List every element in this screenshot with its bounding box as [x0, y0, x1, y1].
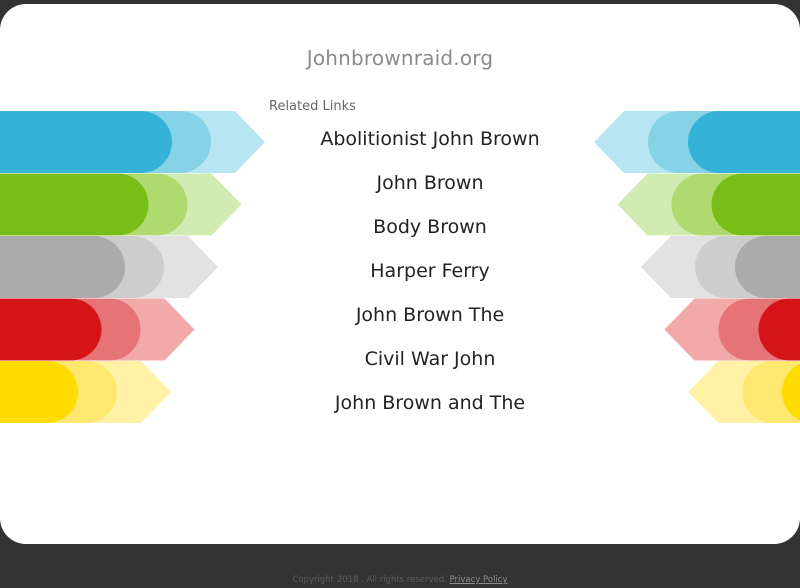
related-link-6[interactable]: Civil War John — [364, 348, 496, 370]
right-arrow-green — [617, 173, 800, 236]
left-arrow-blue — [0, 111, 265, 173]
site-title: Johnbrownraid.org — [306, 46, 494, 70]
related-links-heading: Related Links — [269, 99, 356, 114]
arrow-dark-band — [63, 236, 125, 298]
left-arrow-green — [0, 173, 242, 236]
related-link-5[interactable]: John Brown The — [355, 304, 505, 326]
arrow-dark-band — [16, 361, 78, 423]
copyright-text: Copyright 2018 . All rights reserved. — [292, 575, 447, 585]
arrow-dark-band — [782, 363, 800, 421]
left-arrow-gray — [0, 236, 218, 298]
related-link-4[interactable]: Harper Ferry — [370, 260, 490, 282]
left-arrow-red — [0, 298, 195, 361]
arrow-dark-band — [110, 111, 172, 173]
right-arrow-gray — [641, 236, 800, 298]
related-link-1[interactable]: Abolitionist John Brown — [320, 128, 540, 150]
right-arrow-blue — [594, 111, 800, 173]
arrow-dark-band — [766, 236, 800, 298]
related-links-list: Abolitionist John Brown John Brown Body … — [250, 117, 610, 425]
arrow-dark-band — [742, 173, 800, 236]
related-link-3[interactable]: Body Brown — [373, 216, 487, 238]
arrow-dark-band — [719, 111, 800, 173]
arrow-dark-band — [789, 298, 800, 361]
right-arrow-yellow — [688, 361, 800, 423]
left-arrow-yellow — [0, 361, 171, 423]
related-link-7[interactable]: John Brown and The — [334, 392, 526, 414]
privacy-policy-link[interactable]: Privacy Policy — [449, 575, 508, 585]
left-arrows — [0, 111, 265, 423]
right-arrow-red — [664, 298, 800, 361]
decorative-arrows — [0, 111, 800, 423]
arrow-dark-band — [86, 173, 149, 236]
page-card: Johnbrownraid.org Related Links Abolitio… — [0, 4, 800, 544]
right-arrows — [594, 111, 800, 423]
related-link-2[interactable]: John Brown — [376, 172, 484, 194]
arrow-dark-band — [39, 298, 102, 361]
footer: Copyright 2018 . All rights reserved. Pr… — [0, 575, 800, 585]
